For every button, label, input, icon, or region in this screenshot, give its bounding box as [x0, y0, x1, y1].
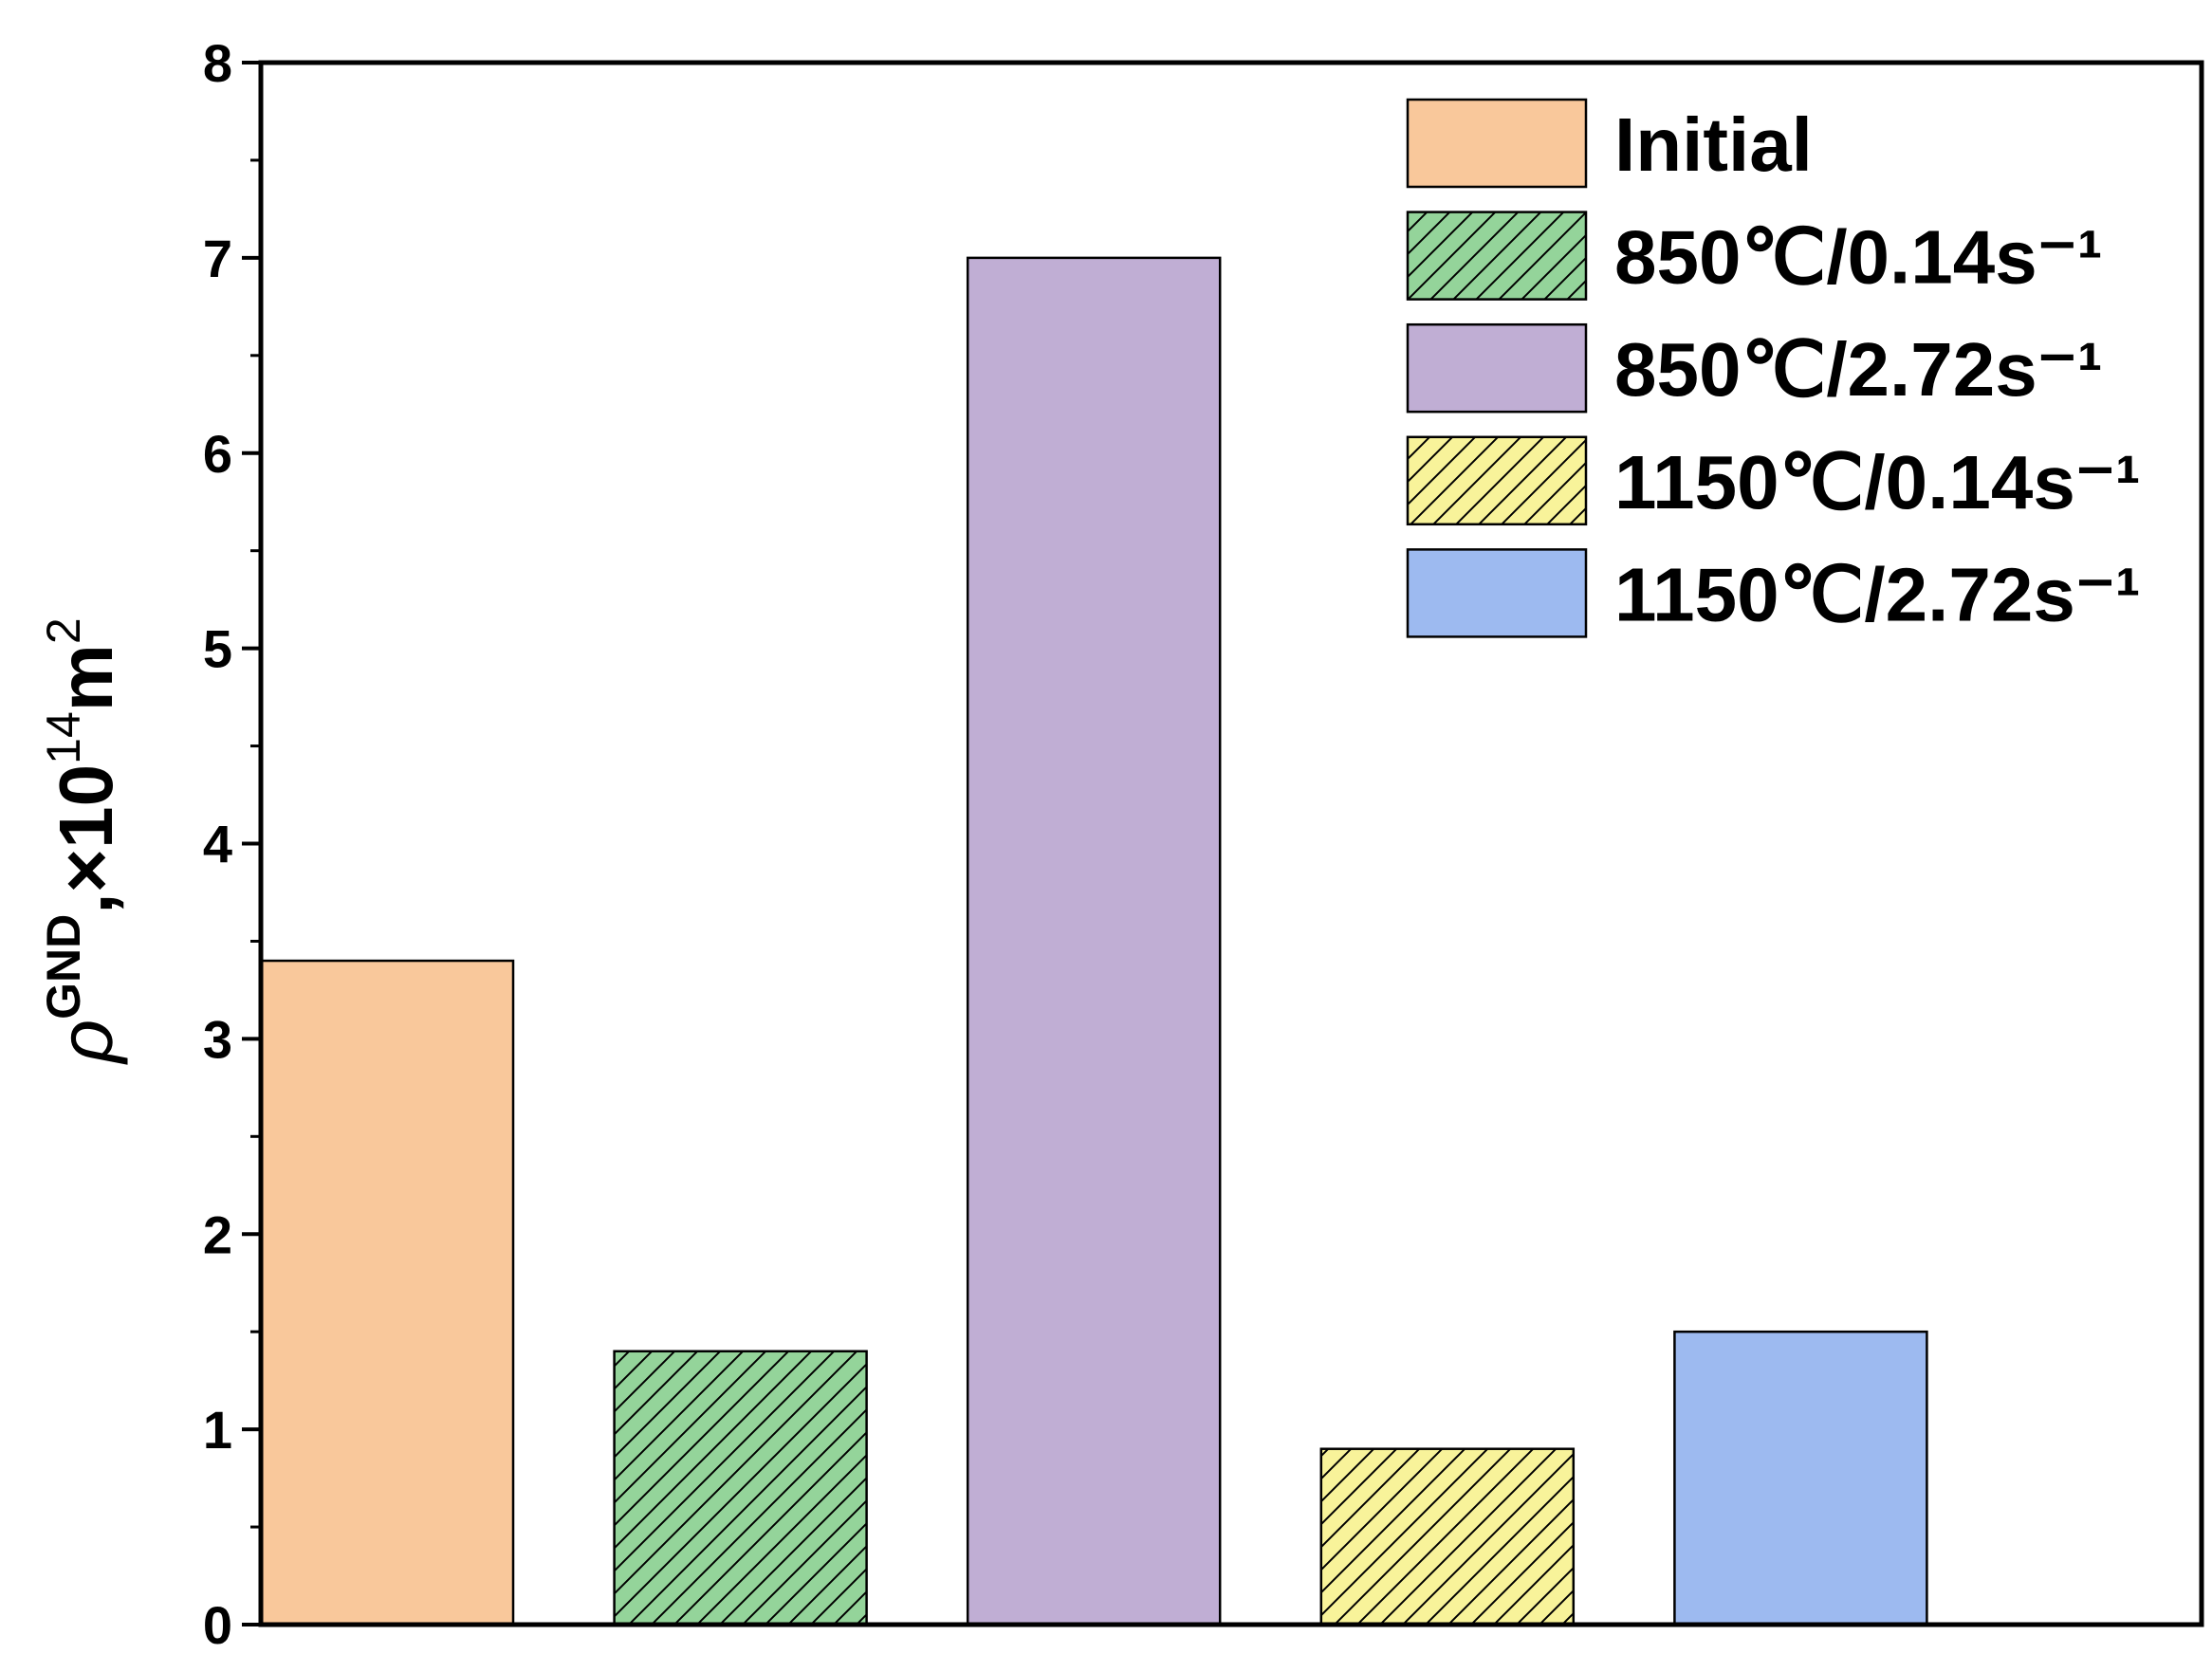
bar — [259, 959, 515, 1626]
legend-swatch — [1406, 548, 1588, 638]
y-label-part: 2 — [37, 617, 90, 644]
y-label-part: m — [44, 644, 128, 711]
y-tick-label: 2 — [203, 1204, 232, 1264]
legend-label: 1150℃/2.72s⁻¹ — [1614, 552, 2141, 636]
y-label-part: GND — [37, 914, 90, 1020]
bar — [613, 1350, 868, 1626]
y-label-part: 14 — [37, 711, 90, 764]
legend-label: Initial — [1614, 102, 1813, 187]
y-tick-label: 6 — [203, 424, 232, 484]
y-tick-label: 0 — [203, 1595, 232, 1654]
y-tick-label: 1 — [203, 1400, 232, 1460]
y-label-part: ,×10 — [44, 764, 128, 914]
y-tick-label: 8 — [203, 33, 232, 93]
y-label-part: ρ — [44, 1020, 128, 1065]
legend-label: 850℃/0.14s⁻¹ — [1614, 215, 2103, 300]
legend-swatch — [1406, 322, 1588, 414]
plot-frame — [258, 60, 2204, 1627]
legend-swatch — [1406, 435, 1588, 526]
y-axis-label: ρGND,×1014m2 — [37, 617, 128, 1064]
legend-label: 850℃/2.72s⁻¹ — [1614, 327, 2103, 412]
legend-label: 1150℃/0.14s⁻¹ — [1614, 440, 2141, 524]
y-tick-label: 3 — [203, 1009, 232, 1069]
bar — [966, 256, 1222, 1626]
bar — [1319, 1447, 1576, 1626]
y-tick-label: 5 — [203, 619, 232, 679]
y-tick-label: 7 — [203, 229, 232, 288]
y-tick-label: 4 — [203, 815, 232, 874]
legend-swatch — [1406, 98, 1588, 189]
bar — [1673, 1330, 1928, 1626]
legend-swatch — [1406, 211, 1588, 301]
